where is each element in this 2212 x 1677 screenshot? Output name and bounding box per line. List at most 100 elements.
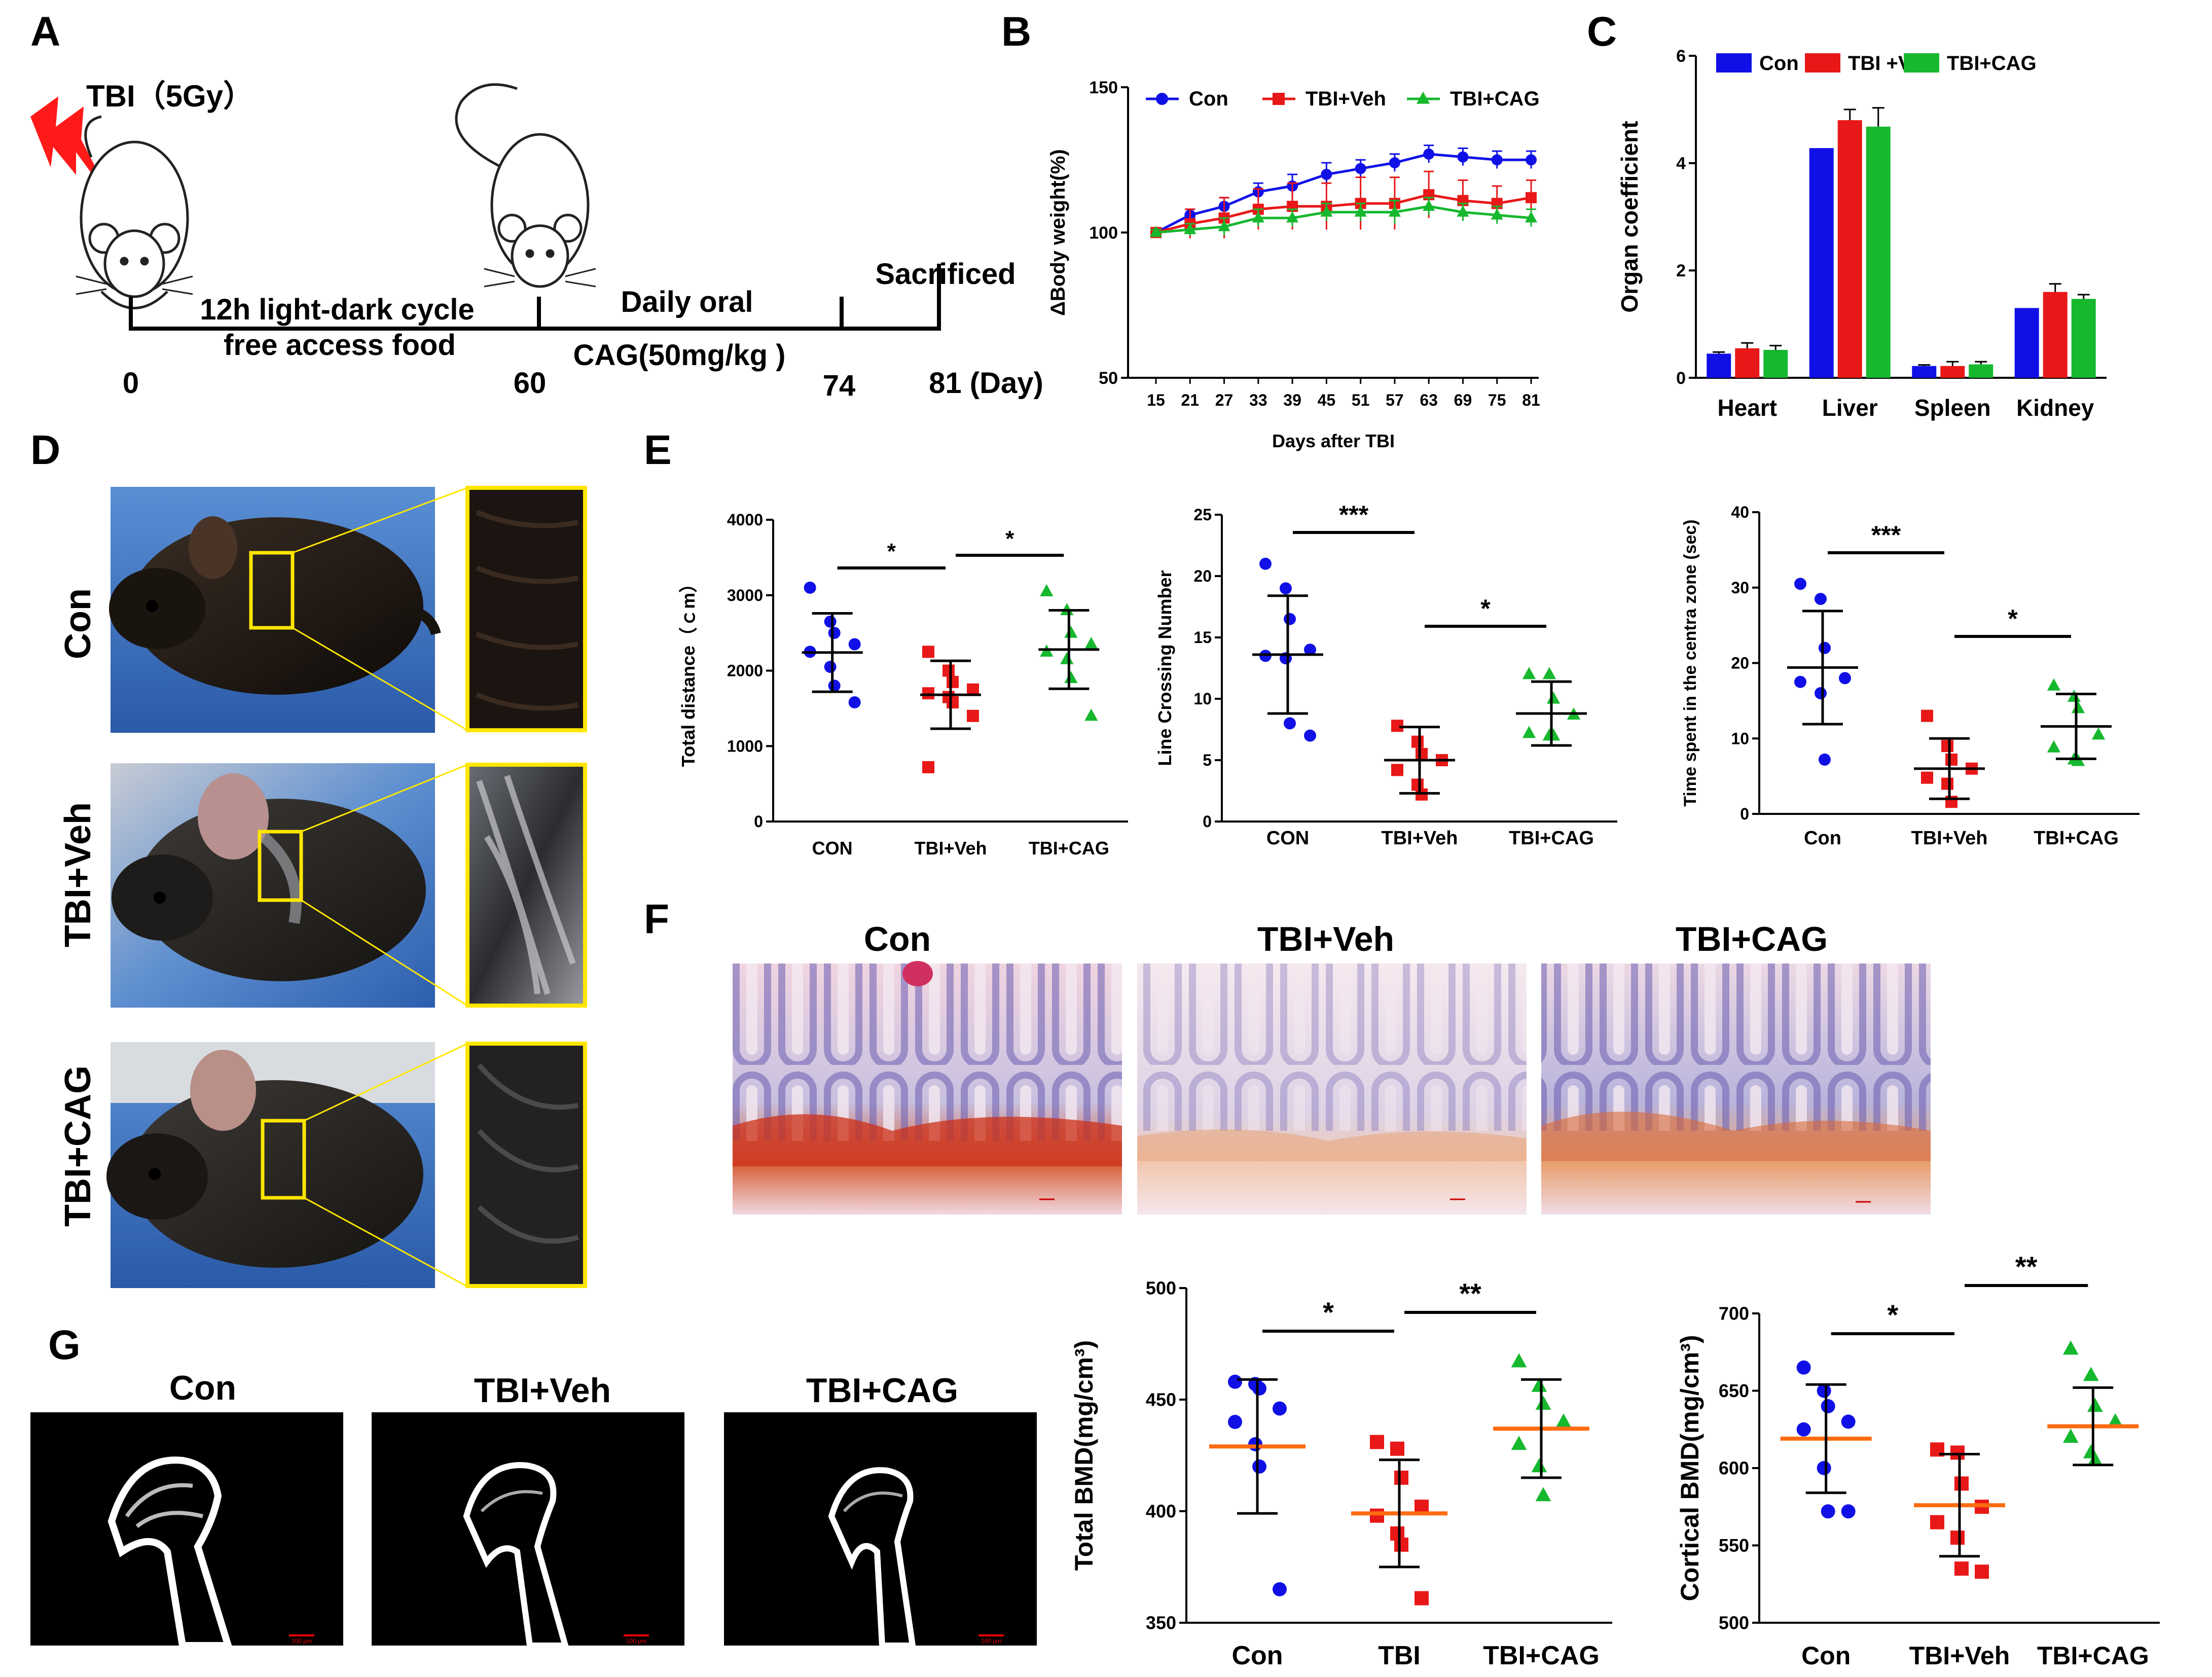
x-tick-label: 57 <box>1386 391 1404 409</box>
data-point <box>1975 1564 1989 1579</box>
bar <box>1707 353 1731 378</box>
panel-letter-e: E <box>644 427 672 473</box>
tick-day81: 81 (Day) <box>929 367 1043 400</box>
data-point <box>1184 223 1196 234</box>
phase1-line2: free access food <box>224 329 456 362</box>
y-tick-label: 550 <box>1719 1535 1749 1556</box>
category-label: Liver <box>1822 395 1878 421</box>
category-label: TBI+Veh <box>1909 1642 2010 1670</box>
x-tick-label: 45 <box>1318 391 1336 409</box>
panel-g-microct: Con TBI+Veh TBI+CAG 100 μm 100 μm 100 μm <box>30 1369 1037 1649</box>
data-point <box>1954 1561 1969 1576</box>
data-point <box>1457 151 1469 163</box>
data-point <box>1941 777 1953 790</box>
panel-d-photos: Con TBI+Veh TBI+CAG <box>58 486 587 1288</box>
phase2-line2: CAG(50mg/kg ) <box>573 339 786 372</box>
data-point <box>1064 670 1078 683</box>
bar <box>1735 348 1760 378</box>
data-point <box>2083 1367 2099 1381</box>
significance-label: * <box>1480 594 1491 623</box>
bar <box>1763 349 1788 378</box>
data-point <box>1954 1476 1969 1491</box>
zoom-con <box>465 486 587 732</box>
legend-label: TBI+CAG <box>1450 88 1540 110</box>
panel-letter-c: C <box>1587 9 1617 55</box>
x-axis-title: Days after TBI <box>1272 431 1395 451</box>
data-point <box>1921 709 1933 722</box>
x-tick-label: 63 <box>1420 391 1438 409</box>
bar <box>1912 366 1937 378</box>
y-tick-label: 500 <box>1146 1278 1176 1299</box>
data-point <box>1149 226 1163 237</box>
y-tick-label: 0 <box>1203 812 1212 831</box>
data-point <box>1391 764 1403 776</box>
chart-cortical-bmd: 500 550 600 650 700 Cortical BMD(mg/cm³) Con TB… <box>1676 1251 2160 1670</box>
y-axis-title: Line Crossing Number <box>1154 570 1175 766</box>
microct-label-tbi-veh: TBI+Veh <box>474 1371 611 1410</box>
photo-tbi-cag <box>106 1042 468 1288</box>
data-point <box>824 661 837 673</box>
x-tick-label: 15 <box>1147 391 1165 409</box>
data-point <box>2107 1413 2123 1428</box>
chart-total-distance: 0 1000 2000 3000 4000 Total distance（ｃm） CON TB… <box>678 511 1128 859</box>
tick-day74: 74 <box>823 369 856 402</box>
y-tick-label: 1000 <box>727 737 763 755</box>
y-tick-label: 400 <box>1146 1501 1176 1522</box>
data-point <box>1841 1504 1856 1519</box>
x-tick-label: 51 <box>1352 391 1370 409</box>
data-point <box>1821 1504 1835 1519</box>
histology-tbi-veh <box>1137 964 1527 1215</box>
data-point <box>1839 672 1851 685</box>
scale-bar-con: 100 μm <box>292 1637 312 1645</box>
legend-label: TBI+CAG <box>1947 52 2037 75</box>
data-point <box>1286 211 1299 223</box>
data-point <box>1511 1436 1527 1450</box>
data-point <box>1064 625 1078 638</box>
y-tick-label: 450 <box>1146 1389 1176 1410</box>
series-line <box>1155 153 1531 234</box>
bar <box>1837 120 1862 378</box>
data-point <box>1423 148 1435 160</box>
data-point <box>1817 1461 1831 1475</box>
legend-swatch <box>1716 53 1752 73</box>
microct-tbi-veh: 100 μm <box>372 1412 684 1649</box>
photo-con <box>109 487 468 733</box>
row-label-tbi-veh: TBI+Veh <box>58 802 98 947</box>
significance-label: * <box>1323 1296 1334 1328</box>
bar <box>2071 299 2096 378</box>
x-tick-label: 69 <box>1454 391 1472 409</box>
data-point <box>1526 154 1537 166</box>
tick-day60: 60 <box>514 367 547 400</box>
data-point <box>1522 726 1536 738</box>
significance-label: * <box>1005 526 1014 551</box>
significance-label: *** <box>1339 501 1369 529</box>
x-tick-label: 33 <box>1249 391 1267 409</box>
data-point <box>1522 667 1536 680</box>
data-point <box>1531 1458 1547 1473</box>
x-tick-label: 81 <box>1522 391 1540 409</box>
data-point <box>2062 1429 2079 1443</box>
data-point <box>947 675 959 688</box>
legend-marker <box>1273 93 1285 105</box>
data-point <box>804 581 816 594</box>
microct-label-con: Con <box>169 1369 236 1407</box>
data-point <box>1819 641 1831 654</box>
data-point <box>1354 205 1367 217</box>
y-tick-label: 150 <box>1089 78 1118 97</box>
data-point <box>1796 1422 1811 1437</box>
microct-con: 100 μm <box>30 1412 343 1649</box>
y-tick-label: 3000 <box>727 586 763 604</box>
panel-a-timeline: TBI（5Gy） <box>30 79 1043 402</box>
y-tick-label: 25 <box>1193 506 1212 524</box>
data-point <box>1542 667 1556 680</box>
data-point <box>942 664 955 677</box>
histology-label-tbi-cag: TBI+CAG <box>1676 920 1828 958</box>
mouse-icon-start <box>76 115 193 309</box>
y-tick-label: 350 <box>1146 1613 1176 1633</box>
y-tick-label: 20 <box>1193 567 1212 585</box>
chart-central-zone-time: 0 10 20 30 40 Time spent in the centra zone (… <box>1681 503 2140 849</box>
y-tick-label: 0 <box>1676 369 1686 388</box>
data-point <box>1060 652 1074 664</box>
data-point <box>2067 690 2081 702</box>
data-point <box>2047 740 2061 753</box>
